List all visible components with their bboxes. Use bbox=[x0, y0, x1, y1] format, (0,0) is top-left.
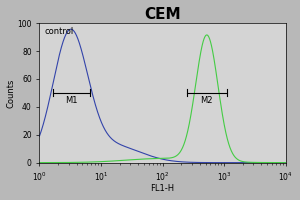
X-axis label: FL1-H: FL1-H bbox=[151, 184, 175, 193]
Text: M1: M1 bbox=[65, 96, 78, 105]
Text: M2: M2 bbox=[201, 96, 213, 105]
Title: CEM: CEM bbox=[144, 7, 181, 22]
Y-axis label: Counts: Counts bbox=[7, 78, 16, 108]
Text: control: control bbox=[44, 27, 74, 36]
